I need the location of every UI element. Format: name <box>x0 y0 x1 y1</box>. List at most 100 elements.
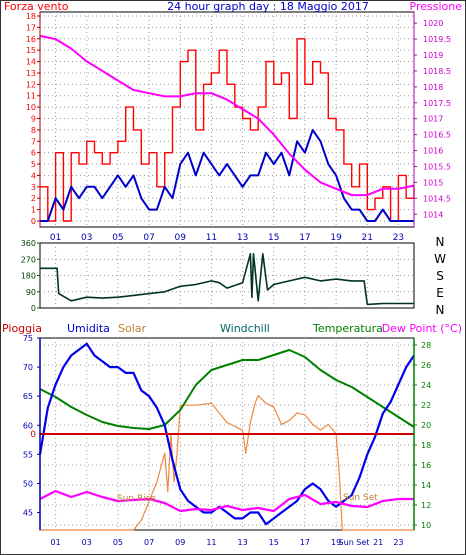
pressure-tick-label-9: 1018.5 <box>423 67 451 76</box>
wind-tick-label-5: 5 <box>31 160 36 169</box>
compass-letter-3: E <box>436 286 444 300</box>
compass-letter-4: N <box>436 303 445 317</box>
sun-set-label: Sun Set <box>343 493 378 503</box>
pressure-tick-label-8: 1018 <box>423 83 443 92</box>
temperature-tick-label-2: 14 <box>421 481 431 490</box>
temperature-tick-label-7: 24 <box>421 381 431 390</box>
rain-legend: Pioggia <box>2 322 42 335</box>
humidity-tick-label-0: 45 <box>23 509 33 518</box>
humidity-line <box>38 342 415 526</box>
wind-direction-line <box>40 253 414 306</box>
temperature-tick-label-6: 22 <box>421 401 431 410</box>
x-tick-label-3: 07 <box>143 233 154 243</box>
humidity-tick-label-5: 70 <box>23 363 33 372</box>
compass-letter-0: N <box>436 235 445 249</box>
wind-tick-label-7: 7 <box>31 137 36 146</box>
x-tick-label-1: 03 <box>81 233 92 243</box>
wind-tick-label-8: 8 <box>31 126 36 135</box>
direction-tick-label-4: 360 <box>21 239 36 248</box>
wind-direction-series <box>40 253 414 306</box>
x-tick-label-7: 15 <box>268 233 279 243</box>
pressure-tick-label-3: 1015.5 <box>423 162 451 171</box>
temperature-axis: 10 12 14 16 18 20 22 24 26 28 <box>413 338 431 530</box>
wind-direction-frame <box>39 242 415 309</box>
x-tick-label-0: 01 <box>50 233 61 243</box>
wind-tick-label-10: 10 <box>26 103 36 112</box>
humidity-tick-label-6: 75 <box>23 334 33 343</box>
climate-x-tick-10: Sun Set <box>339 538 370 547</box>
climate-x-tick-7: 15 <box>269 538 279 547</box>
solar-legend: Solar <box>118 322 147 335</box>
pressure-tick-label-11: 1019.5 <box>423 35 451 44</box>
climate-x-tick-9: 19 <box>331 538 341 547</box>
x-tick-label-9: 19 <box>330 233 342 243</box>
sun-rise-label: Sun Rise <box>117 494 156 504</box>
x-tick-label-10: 21 <box>362 233 373 243</box>
humidity-tick-label-3: 60 <box>23 421 33 430</box>
climate-panel: 0 45 50 55 60 65 70 75 10 12 14 16 18 20 22 24 26 28 01… <box>2 322 462 547</box>
climate-x-tick-2: 05 <box>113 538 123 547</box>
pressure-tick-label-12: 1020 <box>423 19 443 28</box>
climate-x-tick-5: 11 <box>206 538 216 547</box>
climate-x-tick-1: 03 <box>82 538 92 547</box>
climate-panel-series: 0 <box>30 342 415 531</box>
temperature-legend: Temperatura <box>312 322 383 335</box>
solar-line <box>40 395 414 531</box>
dew-point-line <box>39 489 414 513</box>
pressure-line <box>39 34 415 197</box>
wind-panel-series <box>39 34 415 222</box>
wind-tick-label-9: 9 <box>31 115 36 124</box>
pressure-axis: 1014 1014.5 1015 1015.5 1016 1016.5 1017 1017.5… <box>413 12 451 227</box>
pressure-tick-label-4: 1016 <box>423 147 443 156</box>
wind-panel-frame <box>39 11 415 228</box>
pressure-tick-label-7: 1017.5 <box>423 99 451 108</box>
x-tick-label-5: 11 <box>206 233 217 243</box>
temperature-tick-label-5: 20 <box>421 421 431 430</box>
wind-tick-label-13: 13 <box>26 69 36 78</box>
pressure-tick-label-2: 1015 <box>423 178 443 187</box>
temperature-tick-label-1: 12 <box>421 501 431 510</box>
climate-x-tick-6: 13 <box>237 538 247 547</box>
x-tick-label-11: 23 <box>393 233 404 243</box>
windchill-legend: Windchill <box>220 322 270 335</box>
compass-letter-1: W <box>434 252 446 266</box>
humidity-tick-label-2: 55 <box>23 450 33 459</box>
pressure-tick-label-6: 1017 <box>423 115 443 124</box>
wind-tick-label-18: 18 <box>26 12 36 21</box>
wind-average-line <box>40 128 414 222</box>
rain-zero-label: 0 <box>30 430 36 440</box>
wind-tick-label-1: 1 <box>31 206 36 215</box>
x-tick-label-4: 09 <box>175 233 187 243</box>
direction-tick-label-3: 270 <box>21 255 36 264</box>
x-tick-label-2: 05 <box>112 233 123 243</box>
climate-x-tick-4: 09 <box>175 538 185 547</box>
wind-direction-axis: 0 90 180 270 360 <box>21 239 40 313</box>
temperature-tick-label-3: 16 <box>421 461 431 470</box>
direction-tick-label-1: 90 <box>26 288 36 297</box>
x-tick-label-8: 17 <box>299 233 310 243</box>
pressure-tick-label-0: 1014 <box>423 210 443 219</box>
wind-panel-x-axis: 01 03 05 07 09 11 13 15 17 19 21 23 <box>50 233 404 243</box>
compass-letter-2: S <box>436 269 444 283</box>
wind-tick-label-2: 2 <box>31 194 36 203</box>
direction-tick-label-0: 0 <box>31 304 36 313</box>
humidity-tick-label-4: 65 <box>23 392 33 401</box>
x-tick-label-6: 13 <box>237 233 248 243</box>
wind-tick-label-6: 6 <box>31 149 36 158</box>
wind-speed-title: Forza vento <box>4 0 69 13</box>
humidity-tick-label-1: 50 <box>23 479 33 488</box>
pressure-tick-label-10: 1019 <box>423 51 443 60</box>
chart-title: 24 hour graph day : 18 Maggio 2017 <box>167 0 369 13</box>
wind-tick-label-4: 4 <box>31 171 36 180</box>
wind-tick-label-14: 14 <box>26 58 36 67</box>
pressure-tick-label-1: 1014.5 <box>423 194 451 203</box>
wind-tick-label-12: 12 <box>26 80 36 89</box>
direction-tick-label-2: 180 <box>21 272 36 281</box>
wind-tick-label-0: 0 <box>31 217 36 226</box>
temperature-tick-label-9: 28 <box>421 341 431 350</box>
